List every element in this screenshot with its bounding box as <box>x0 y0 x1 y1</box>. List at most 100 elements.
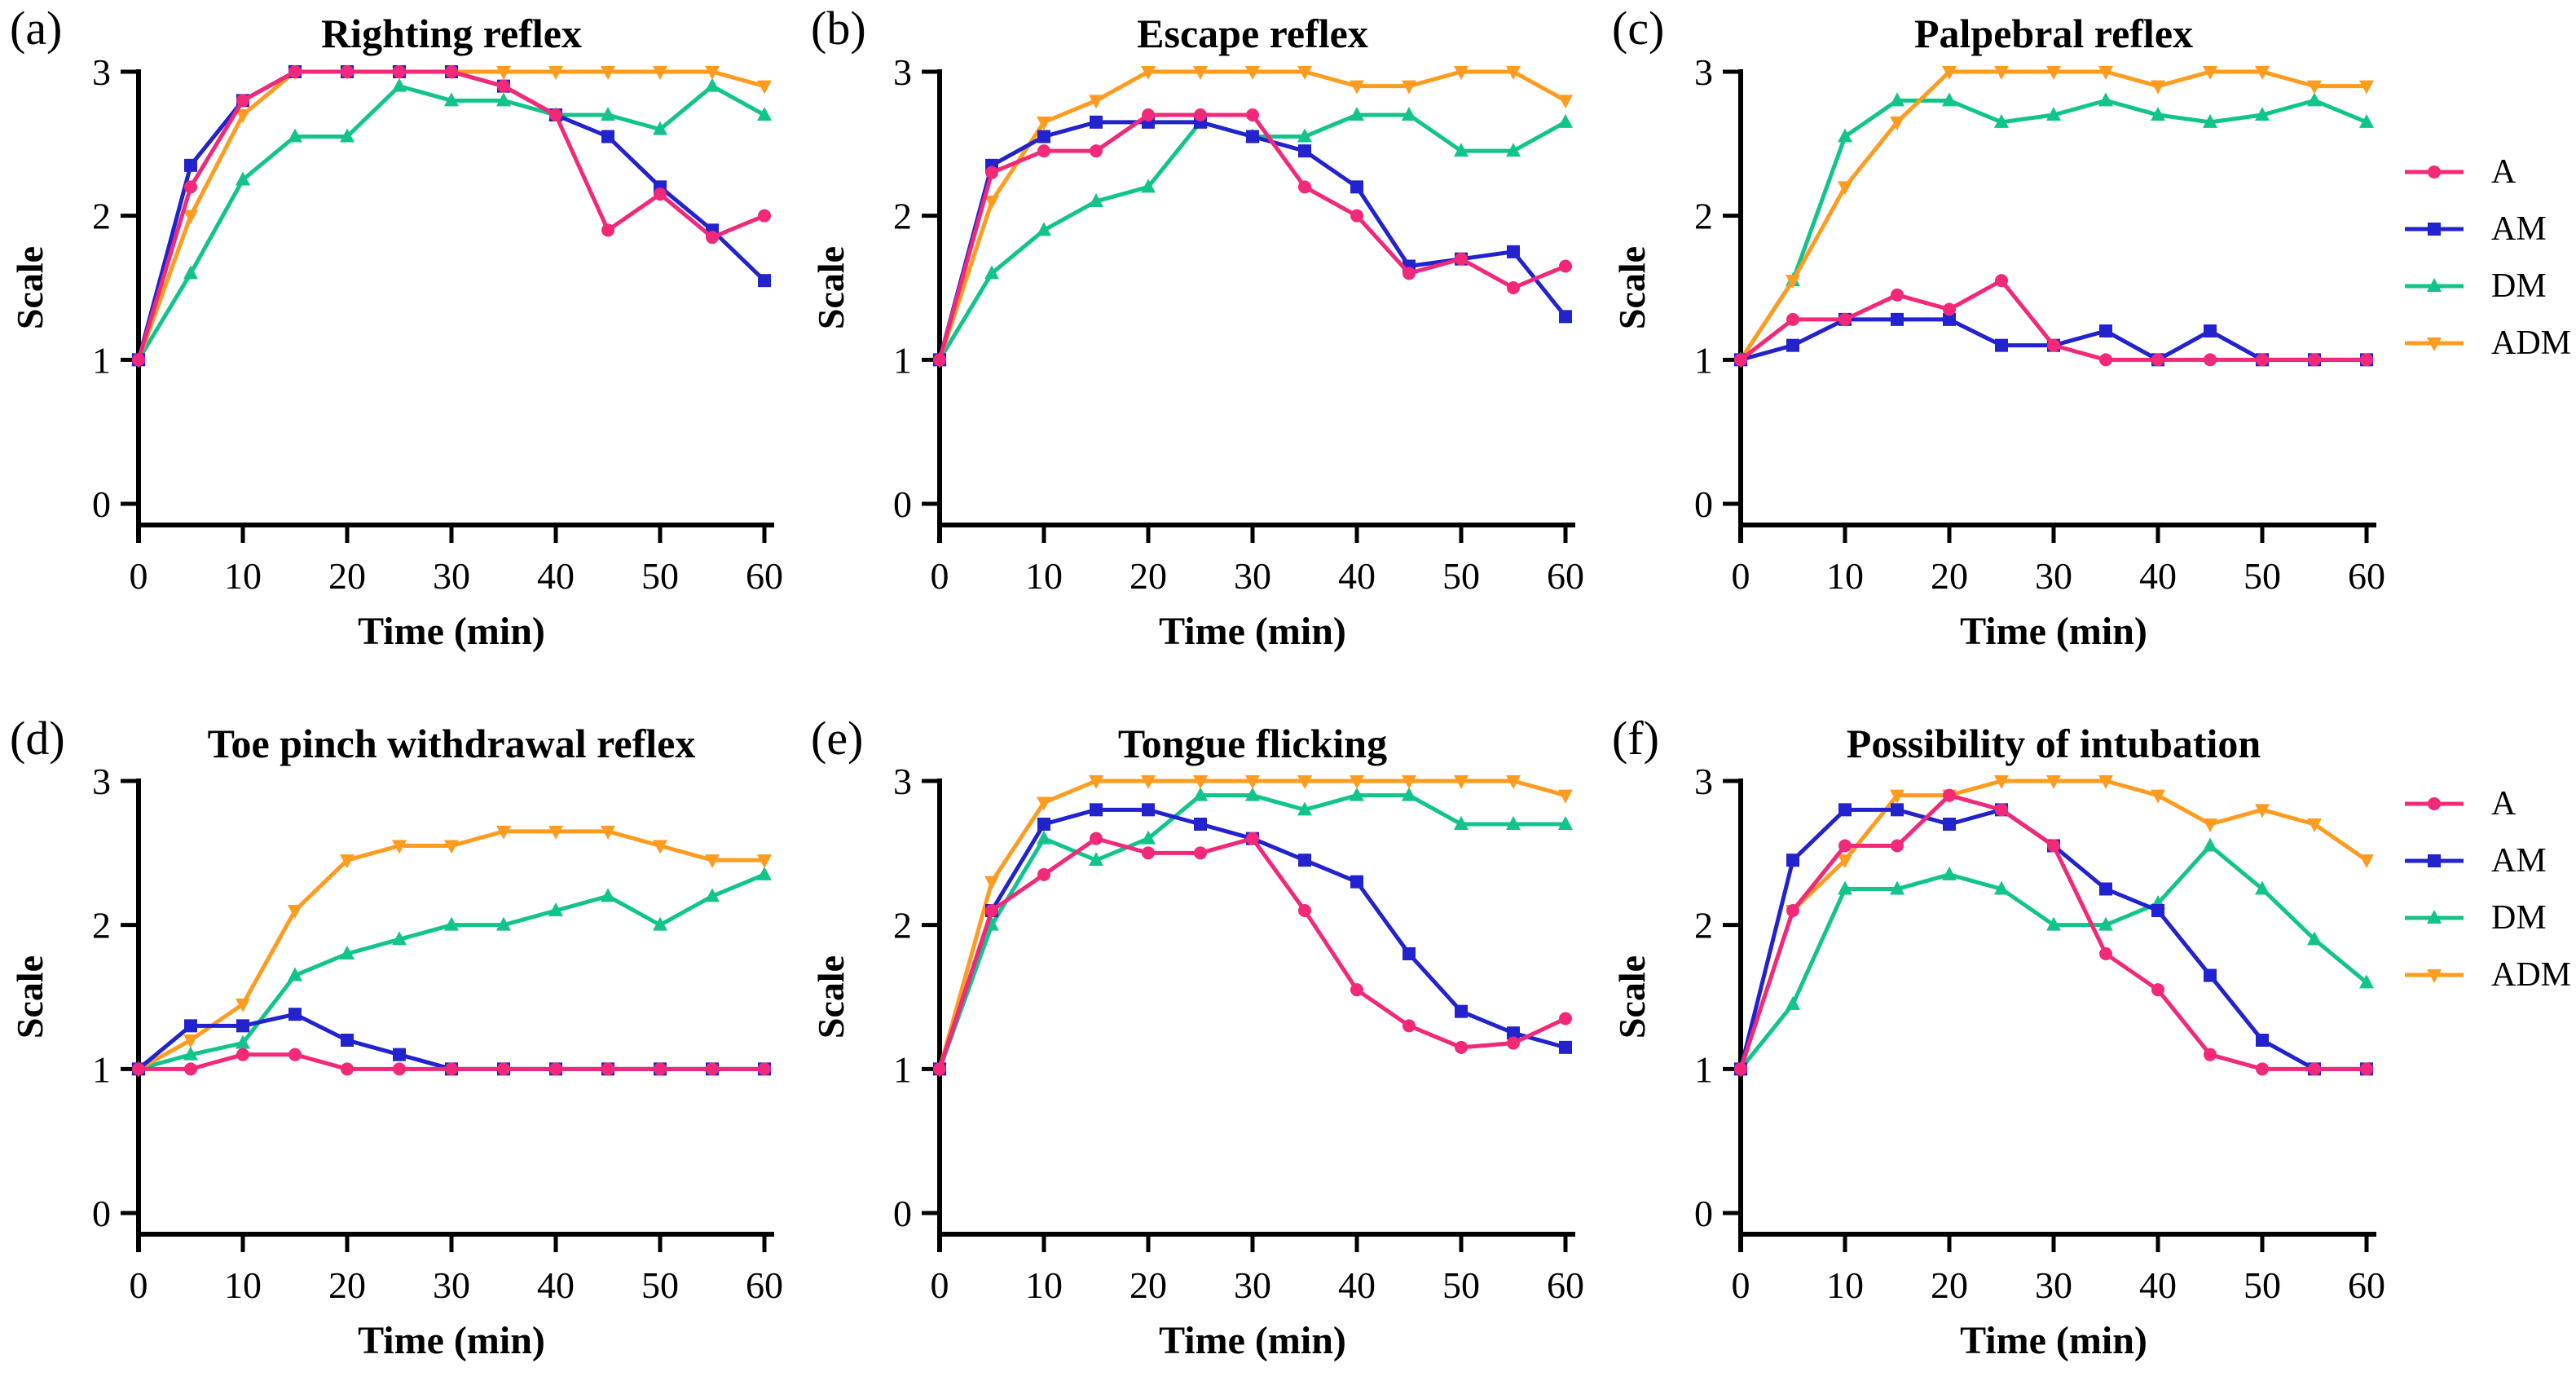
triangle-up-marker <box>2359 113 2374 128</box>
triangle-down-marker <box>1037 796 1051 811</box>
triangle-up-marker <box>653 121 667 135</box>
triangle-down-marker <box>1193 775 1208 789</box>
square-marker <box>1455 1004 1468 1018</box>
circle-marker <box>2047 839 2060 853</box>
triangle-down-marker <box>2307 818 2322 832</box>
chart-panel-possibility-of-intubation: (f) Possibility of intubation 0 1 2 3 0 10 20 3… <box>1602 681 2403 1363</box>
x-tick-label: 40 <box>537 1264 575 1306</box>
triangle-up-marker <box>1890 92 1904 107</box>
x-tick-label: 50 <box>2244 555 2281 597</box>
triangle-down-marker <box>1402 775 1416 789</box>
plot-area-tongue-flicking: 0 1 2 3 0 10 20 30 40 50 60 Time (min) Scale <box>801 761 1602 1390</box>
x-tick-label: 30 <box>1234 555 1271 597</box>
triangle-down-marker <box>1558 789 1573 804</box>
square-marker <box>341 1034 354 1047</box>
x-tick-label: 50 <box>1442 555 1480 597</box>
circle-marker <box>1786 312 1799 326</box>
triangle-down-marker <box>1141 775 1156 789</box>
series-line-AM <box>137 1012 764 1071</box>
triangle-down-marker <box>1786 275 1800 289</box>
circle-marker <box>601 223 614 237</box>
x-tick-label: 30 <box>2035 1264 2072 1306</box>
legend-key-circle <box>2405 165 2464 179</box>
circle-marker <box>985 165 998 179</box>
circle-marker <box>1455 1040 1468 1054</box>
triangle-down-marker <box>1089 775 1103 789</box>
circle-marker <box>1402 1019 1416 1033</box>
circle-marker <box>1090 144 1103 158</box>
y-tick-label: 2 <box>893 905 912 946</box>
triangle-up-marker <box>444 916 459 931</box>
circle-marker <box>1891 839 1904 853</box>
circle-marker <box>1559 1012 1572 1026</box>
circle-marker <box>1298 904 1311 917</box>
triangle-up-marker <box>1193 787 1208 801</box>
circle-marker <box>2204 1048 2217 1061</box>
x-tick-label: 60 <box>2348 555 2385 597</box>
x-tick-label: 50 <box>641 1264 679 1306</box>
triangle-up-marker <box>340 946 354 959</box>
circle-marker <box>1298 180 1311 194</box>
triangle-up-marker <box>1454 143 1469 157</box>
square-marker <box>1507 245 1520 258</box>
triangle-down-marker <box>1245 66 1260 80</box>
x-tick-label: 0 <box>1732 555 1750 597</box>
x-tick-label: 60 <box>746 555 783 597</box>
triangle-down-marker <box>496 66 511 80</box>
x-tick-label: 10 <box>1025 555 1063 597</box>
circle-marker <box>933 353 946 367</box>
triangle-up-marker <box>1089 852 1103 867</box>
triangle-up-marker <box>1037 222 1051 236</box>
triangle-down-marker <box>1037 116 1051 130</box>
triangle-up-marker <box>984 265 999 280</box>
legend-key-triangle-up <box>2405 278 2464 292</box>
triangle-up-marker <box>757 107 772 121</box>
y-axis-label: Scale <box>810 955 852 1039</box>
triangle-down-marker <box>2307 80 2322 95</box>
triangle-up-marker <box>1838 880 1852 895</box>
series-line-DM <box>1739 843 2368 1070</box>
chart-panel-tongue-flicking: (e) Tongue flicking 0 1 2 3 0 10 20 30 40 50 60 Tim… <box>801 681 1602 1363</box>
circle-marker <box>985 904 998 917</box>
triangle-down-marker <box>236 998 250 1012</box>
legend-row-1: A AM DM ADM <box>2403 155 2576 383</box>
square-marker <box>288 1008 302 1021</box>
circle-marker <box>184 1062 197 1076</box>
square-marker <box>1995 338 2008 352</box>
triangle-down-marker <box>1994 66 2009 80</box>
triangle-down-marker <box>2203 818 2217 832</box>
x-axis-label: Time (min) <box>1159 1319 1346 1362</box>
square-marker <box>2099 324 2112 337</box>
triangle-down-marker <box>340 854 354 869</box>
circle-marker <box>1995 803 2008 817</box>
triangle-down-marker <box>2098 66 2113 80</box>
triangle-up-marker <box>548 902 563 916</box>
x-axis-label: Time (min) <box>358 610 545 653</box>
triangle-down-marker <box>1454 775 1469 789</box>
square-marker <box>1891 803 1904 817</box>
x-tick-label: 20 <box>1129 1264 1167 1306</box>
triangle-down-marker <box>2255 804 2270 818</box>
panel-label-b: (b) <box>811 2 866 55</box>
triangle-down-marker <box>757 854 772 869</box>
square-marker <box>184 158 197 172</box>
triangle-up-marker <box>705 77 720 92</box>
circle-marker <box>654 1062 667 1076</box>
series-line-DM <box>136 83 766 361</box>
legend-item-dm: DM <box>2403 901 2576 935</box>
triangle-up-marker <box>1838 128 1852 143</box>
triangle-up-marker <box>2255 107 2270 121</box>
circle-marker <box>341 1062 354 1076</box>
chart-title-tongue-flicking: Tongue flicking <box>1117 721 1388 766</box>
triangle-up-marker <box>1350 787 1364 801</box>
x-tick-label: 0 <box>130 1264 148 1306</box>
circle-marker <box>1891 288 1904 302</box>
y-axis-label: Scale <box>810 246 852 329</box>
circle-marker <box>497 79 510 93</box>
legend-column-row-2: A AM DM ADM <box>2403 681 2576 1361</box>
legend-item-am: AM <box>2403 844 2576 878</box>
circle-marker <box>1090 832 1103 845</box>
x-axis-label: Time (min) <box>1159 610 1346 653</box>
